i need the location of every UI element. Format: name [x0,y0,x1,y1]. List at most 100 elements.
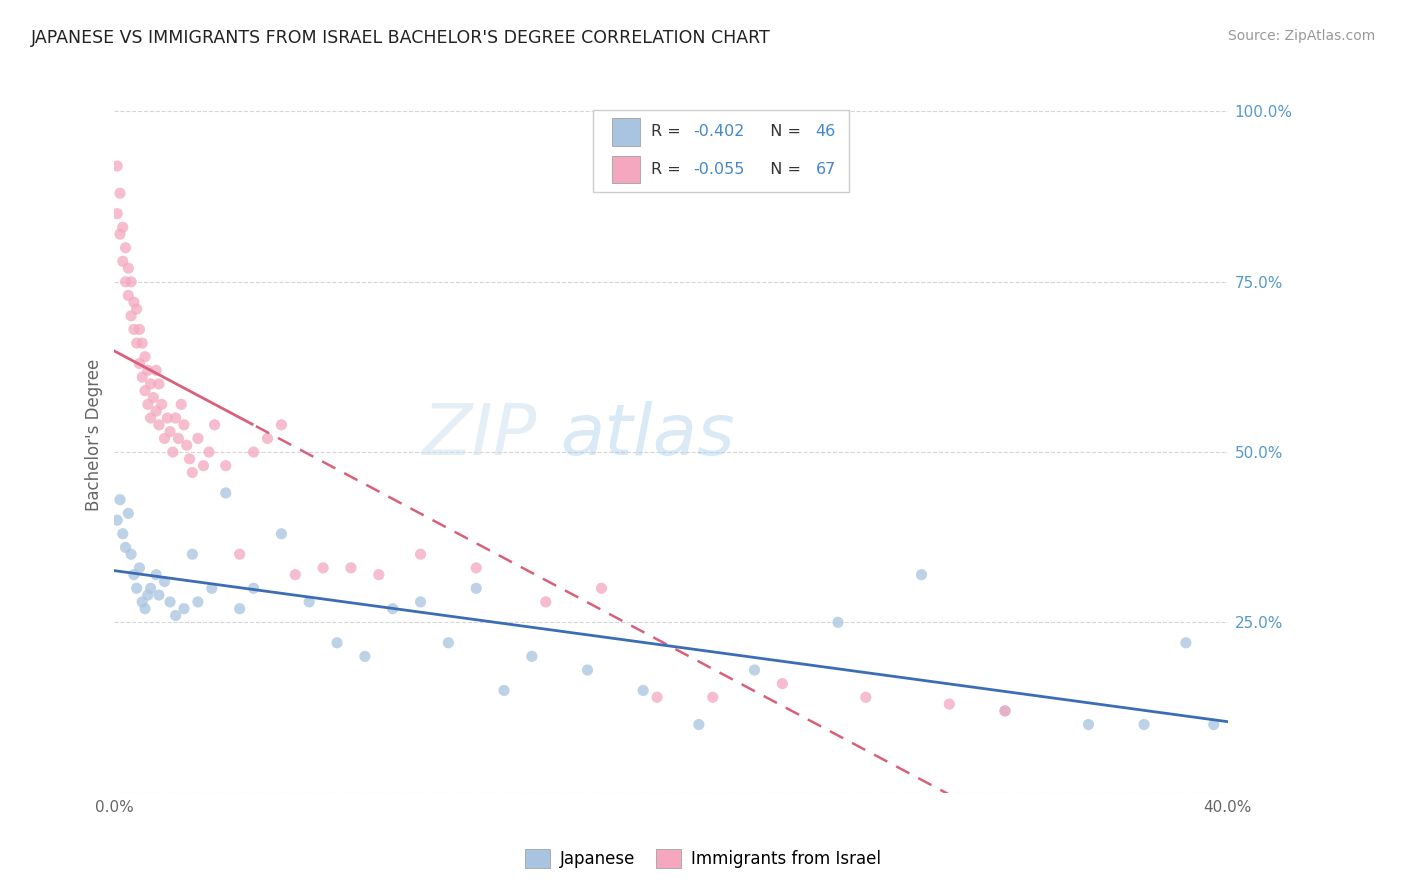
Text: JAPANESE VS IMMIGRANTS FROM ISRAEL BACHELOR'S DEGREE CORRELATION CHART: JAPANESE VS IMMIGRANTS FROM ISRAEL BACHE… [31,29,770,46]
Text: R =: R = [651,162,686,177]
Text: -0.055: -0.055 [693,162,745,177]
Point [270,417,292,432]
Point [354,649,377,664]
Point [125,301,148,316]
Point [108,492,131,507]
Point [198,445,221,459]
Point [131,336,153,351]
Point [122,567,145,582]
Point [744,663,766,677]
Point [1174,636,1197,650]
Point [145,363,167,377]
Point [1133,717,1156,731]
Point [994,704,1017,718]
Point [108,227,131,241]
Point [1202,717,1225,731]
Point [326,636,349,650]
Point [242,582,264,596]
Point [162,445,184,459]
Point [105,207,128,221]
Point [167,432,190,446]
Point [122,322,145,336]
Point [111,220,134,235]
Point [201,582,224,596]
Point [159,425,181,439]
Point [139,582,162,596]
Point [159,595,181,609]
Point [284,567,307,582]
Point [156,411,179,425]
Point [108,186,131,201]
Point [228,547,250,561]
Point [145,404,167,418]
Point [228,601,250,615]
Point [645,690,668,705]
Point [150,397,173,411]
Point [181,466,204,480]
Point [117,288,139,302]
Point [181,547,204,561]
Point [105,513,128,527]
Point [128,357,150,371]
Point [128,561,150,575]
Point [153,432,176,446]
Point [165,411,187,425]
Point [534,595,557,609]
Point [688,717,710,731]
Point [125,336,148,351]
Text: atlas: atlas [560,401,734,469]
Point [145,567,167,582]
Point [111,526,134,541]
Point [298,595,321,609]
Point [409,547,432,561]
Point [131,595,153,609]
Point [136,363,159,377]
Point [270,526,292,541]
Y-axis label: Bachelor's Degree: Bachelor's Degree [86,359,103,511]
Point [176,438,198,452]
Point [165,608,187,623]
Point [131,370,153,384]
Point [148,376,170,391]
Point [142,391,165,405]
Point [215,458,238,473]
Point [114,541,136,555]
FancyBboxPatch shape [593,110,849,192]
Point [193,458,215,473]
Point [465,582,488,596]
Point [827,615,849,630]
Point [631,683,654,698]
Point [136,588,159,602]
Point [409,595,432,609]
FancyBboxPatch shape [612,156,640,183]
Point [492,683,515,698]
Point [128,322,150,336]
Point [242,445,264,459]
Point [576,663,599,677]
Point [465,561,488,575]
Point [114,275,136,289]
Point [179,451,201,466]
Point [340,561,363,575]
Point [170,397,193,411]
Text: R =: R = [651,125,686,139]
Point [520,649,543,664]
Point [855,690,877,705]
Text: N =: N = [761,125,806,139]
Point [148,588,170,602]
Point [256,432,278,446]
Point [215,486,238,500]
Point [910,567,932,582]
Point [114,241,136,255]
Text: 67: 67 [815,162,837,177]
Point [1077,717,1099,731]
Point [117,261,139,276]
Text: N =: N = [761,162,806,177]
Point [117,507,139,521]
Point [120,309,142,323]
Point [139,411,162,425]
Point [312,561,335,575]
Point [173,417,195,432]
Point [139,376,162,391]
Point [173,601,195,615]
